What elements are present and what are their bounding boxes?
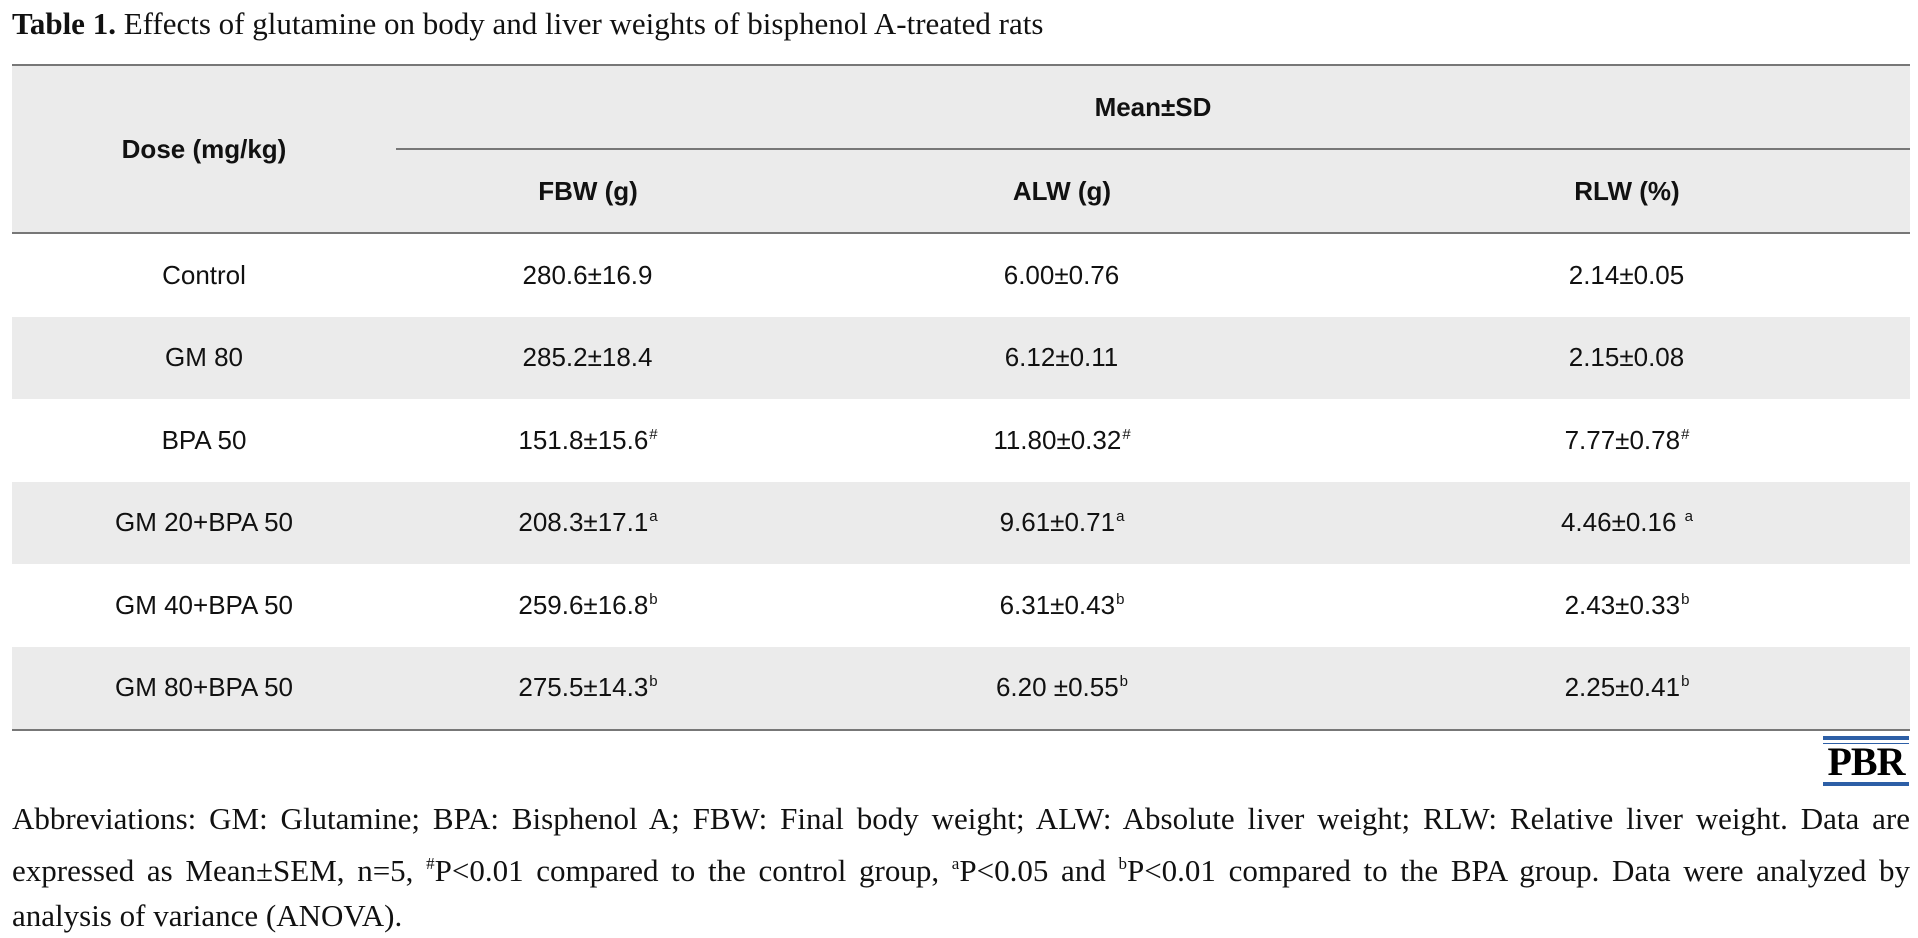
rlw-superscript: b: [1681, 590, 1690, 608]
fbw-cell: 280.6±16.9: [396, 233, 780, 317]
dose-cell: Control: [162, 259, 246, 290]
rlw-value: 2.43±0.33: [1564, 589, 1681, 620]
fbw-cell: 151.8±15.6#: [396, 399, 780, 482]
column-header-rlw: RLW (%): [1344, 149, 1910, 234]
fbw-cell: 285.2±18.4: [396, 316, 780, 399]
fbw-cell: 208.3±17.1a: [396, 481, 780, 564]
rlw-cell: 7.77±0.78#: [1344, 399, 1910, 482]
caption-text: Effects of glutamine on body and liver w…: [115, 6, 1044, 41]
fbw-value: 275.5±14.3: [518, 672, 649, 703]
fbw-superscript: #: [649, 425, 658, 443]
fbw-value: 280.6±16.9: [522, 259, 653, 290]
fbw-superscript: b: [649, 673, 658, 691]
alw-value: 6.31±0.43: [999, 589, 1116, 620]
table-row: Control 280.6±16.9 6.00±0.76 2.14±0.05: [12, 233, 1910, 317]
alw-cell: 6.31±0.43b: [780, 564, 1344, 647]
alw-cell: 6.12±0.11: [780, 316, 1344, 399]
caption-label: Table 1.: [12, 6, 116, 41]
fbw-superscript: a: [649, 508, 658, 526]
column-header-fbw: FBW (g): [396, 149, 780, 234]
rlw-cell: 2.14±0.05: [1344, 233, 1910, 317]
dose-cell: GM 20+BPA 50: [12, 481, 396, 564]
results-table: Dose (mg/kg) Mean±SD FBW (g) ALW (g) RLW…: [12, 64, 1910, 731]
rlw-cell: 2.15±0.08: [1344, 316, 1910, 399]
footnote-text-4: P<0.01 compared to the BPA group. Data w…: [12, 853, 1911, 933]
table-row: GM 80 285.2±18.4 6.12±0.11 2.15±0.08: [12, 316, 1910, 399]
table-row: GM 80+BPA 50 275.5±14.3b 6.20 ±0.55b 2.2…: [12, 646, 1910, 731]
mean-sd-header: Mean±SD: [396, 64, 1910, 150]
table-row: GM 40+BPA 50 259.6±16.8b 6.31±0.43b 2.43…: [12, 564, 1910, 647]
rlw-superscript: b: [1681, 673, 1690, 691]
alw-superscript: b: [1116, 590, 1125, 608]
fbw-value: 285.2±18.4: [522, 342, 653, 373]
alw-cell: 6.20 ±0.55b: [780, 646, 1344, 731]
footnote-text-2: P<0.01 compared to the control group,: [434, 853, 952, 888]
alw-superscript: #: [1122, 425, 1131, 443]
dose-header: Dose (mg/kg): [12, 64, 396, 234]
table-caption: Table 1. Effects of glutamine on body an…: [12, 4, 1043, 44]
table-row: GM 20+BPA 50 208.3±17.1a 9.61±0.71a 4.46…: [12, 481, 1910, 564]
pbr-logo: PBR: [1823, 736, 1909, 786]
dose-cell: BPA 50: [161, 424, 247, 455]
fbw-cell: 275.5±14.3b: [396, 646, 780, 731]
rlw-value: 4.46±0.16: [1560, 507, 1684, 538]
rlw-value: 7.77±0.78: [1564, 424, 1681, 455]
alw-cell: 9.61±0.71a: [780, 481, 1344, 564]
footnote-text-3: P<0.05 and: [959, 853, 1119, 888]
fbw-value: 208.3±17.1: [518, 507, 649, 538]
footnote-text-1: Abbreviations: GM: Glutamine; BPA: Bisph…: [12, 801, 1910, 888]
fbw-cell: 259.6±16.8b: [396, 564, 780, 647]
rlw-value: 2.15±0.08: [1568, 342, 1685, 373]
footnote-sup-b: b: [1118, 854, 1127, 873]
alw-superscript: a: [1116, 508, 1125, 526]
dose-cell: GM 80+BPA 50: [12, 646, 396, 731]
rlw-cell: 2.43±0.33b: [1344, 564, 1910, 647]
footnote-sup-hash: #: [426, 854, 435, 873]
rlw-cell: 4.46±0.16 a: [1344, 481, 1910, 564]
fbw-value: 151.8±15.6: [518, 424, 649, 455]
dose-cell: GM 80: [12, 316, 396, 399]
alw-superscript: b: [1119, 673, 1129, 691]
fbw-superscript: b: [649, 590, 658, 608]
rlw-cell: 2.25±0.41b: [1344, 646, 1910, 731]
table-footnote: Abbreviations: GM: Glutamine; BPA: Bisph…: [12, 796, 1910, 938]
alw-value: 11.80±0.32: [993, 424, 1122, 455]
rlw-value: 2.14±0.05: [1568, 259, 1685, 290]
dose-cell: GM 40+BPA 50: [114, 589, 293, 620]
rlw-value: 2.25±0.41: [1564, 672, 1681, 703]
alw-cell: 11.80±0.32#: [780, 399, 1344, 482]
rlw-superscript: #: [1681, 425, 1690, 443]
column-header-alw: ALW (g): [780, 149, 1344, 234]
table-row: BPA 50 151.8±15.6# 11.80±0.32# 7.77±0.78…: [12, 399, 1910, 482]
alw-value: 6.12±0.11: [1004, 342, 1119, 373]
alw-value: 9.61±0.71: [999, 507, 1116, 538]
fbw-value: 259.6±16.8: [518, 589, 649, 620]
alw-value: 6.20 ±0.55: [995, 672, 1119, 703]
alw-value: 6.00±0.76: [1003, 259, 1120, 290]
footnote-sup-a: a: [951, 854, 960, 873]
alw-cell: 6.00±0.76: [780, 233, 1344, 317]
rlw-superscript: a: [1684, 508, 1694, 526]
